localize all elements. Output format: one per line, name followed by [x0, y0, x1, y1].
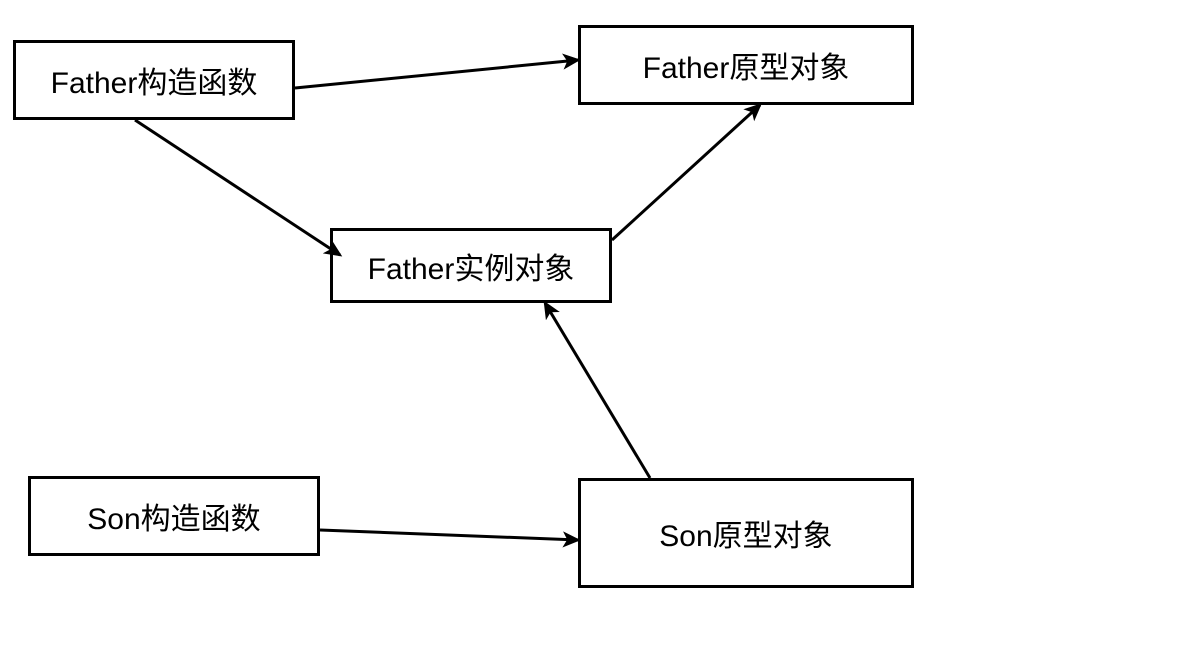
node-label: Son原型对象 — [659, 511, 832, 555]
edge-arrow — [612, 105, 760, 240]
node-father-instance: Father实例对象 — [330, 228, 612, 303]
node-son-prototype: Son原型对象 — [578, 478, 914, 588]
node-label: Father构造函数 — [51, 58, 258, 102]
edge-arrow — [295, 60, 578, 88]
node-father-prototype: Father原型对象 — [578, 25, 914, 105]
node-son-constructor: Son构造函数 — [28, 476, 320, 556]
node-father-constructor: Father构造函数 — [13, 40, 295, 120]
edge-arrow — [135, 120, 340, 255]
edge-arrow — [320, 530, 578, 540]
node-label: Father实例对象 — [368, 244, 575, 288]
edge-arrow — [545, 303, 650, 478]
node-label: Son构造函数 — [87, 494, 260, 538]
node-label: Father原型对象 — [643, 43, 850, 87]
